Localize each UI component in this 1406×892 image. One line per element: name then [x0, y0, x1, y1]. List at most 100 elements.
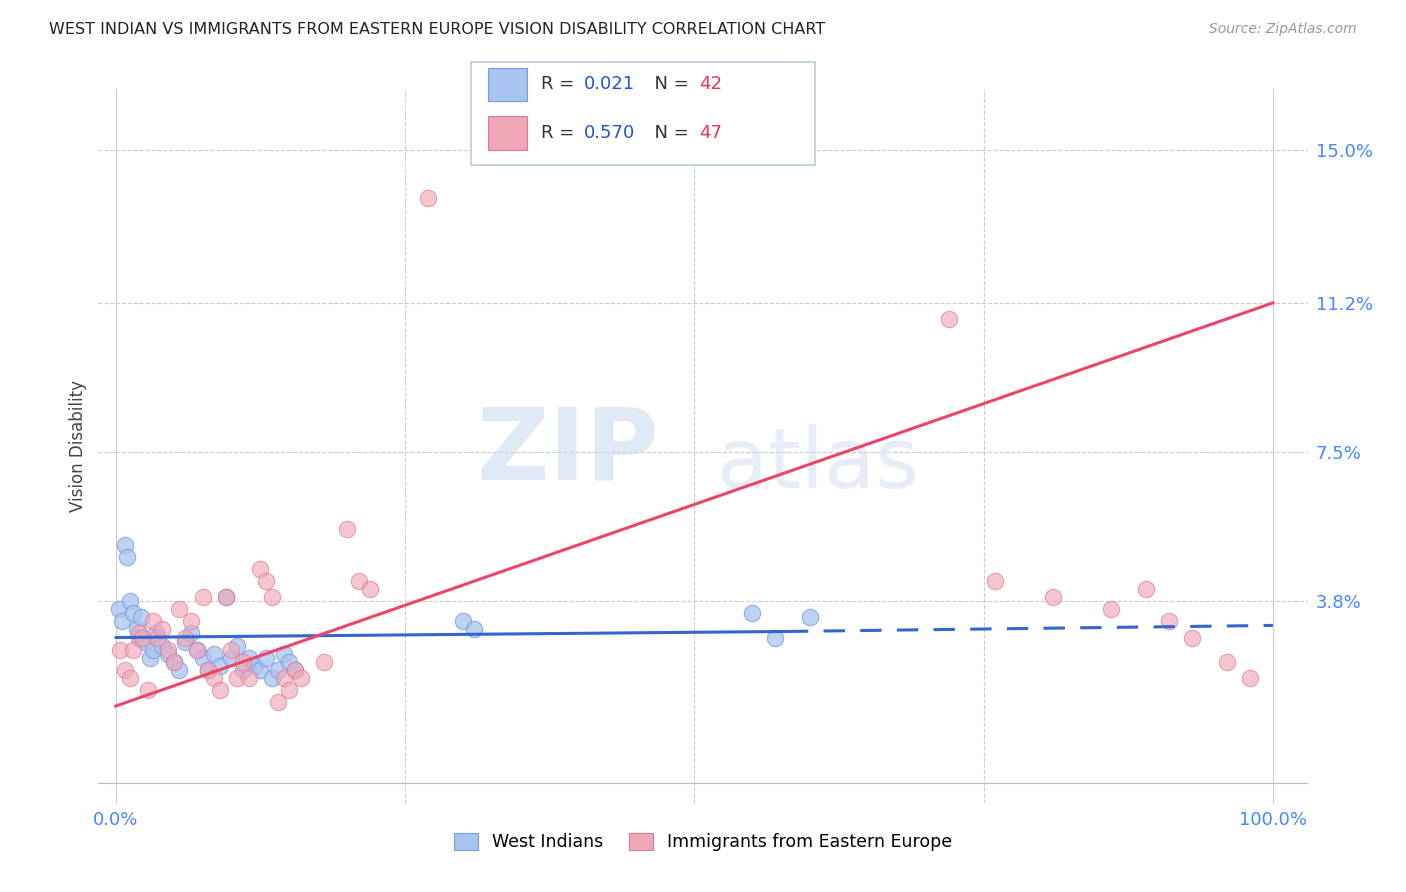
Point	[180, 615, 202, 629]
Point	[254, 650, 277, 665]
Point	[273, 671, 295, 685]
Point	[150, 623, 173, 637]
Point	[117, 549, 139, 564]
Point	[122, 607, 145, 621]
Point	[1181, 631, 1204, 645]
Point	[108, 602, 131, 616]
Point	[984, 574, 1007, 588]
Point	[463, 623, 485, 637]
Point	[215, 590, 238, 604]
Point	[273, 647, 295, 661]
Text: 0.570: 0.570	[583, 124, 634, 142]
Point	[134, 634, 156, 648]
Point	[131, 631, 153, 645]
Point	[221, 642, 243, 657]
Point	[162, 655, 184, 669]
Point	[110, 615, 132, 629]
Point	[741, 607, 763, 621]
Text: 42: 42	[699, 76, 721, 94]
Legend: West Indians, Immigrants from Eastern Europe: West Indians, Immigrants from Eastern Eu…	[447, 826, 959, 858]
Point	[122, 642, 145, 657]
Text: WEST INDIAN VS IMMIGRANTS FROM EASTERN EUROPE VISION DISABILITY CORRELATION CHAR: WEST INDIAN VS IMMIGRANTS FROM EASTERN E…	[49, 22, 825, 37]
Y-axis label: Vision Disability: Vision Disability	[69, 380, 87, 512]
Point	[238, 650, 260, 665]
Point	[208, 658, 231, 673]
Point	[260, 590, 283, 604]
Point	[191, 590, 214, 604]
Point	[1215, 655, 1237, 669]
Point	[114, 663, 136, 677]
Point	[312, 655, 335, 669]
Point	[128, 626, 150, 640]
Point	[156, 647, 179, 661]
Point	[118, 671, 141, 685]
Point	[125, 623, 148, 637]
Point	[284, 663, 307, 677]
Point	[156, 642, 179, 657]
Point	[359, 582, 381, 596]
Text: 0.021: 0.021	[583, 76, 634, 94]
Point	[938, 312, 960, 326]
Point	[221, 650, 243, 665]
Point	[232, 663, 254, 677]
Point	[1157, 615, 1180, 629]
Point	[347, 574, 370, 588]
Text: ZIP: ZIP	[477, 403, 659, 500]
Point	[238, 671, 260, 685]
Point	[174, 634, 197, 648]
Point	[1099, 602, 1122, 616]
Point	[197, 663, 219, 677]
Point	[418, 191, 440, 205]
Point	[215, 590, 238, 604]
Point	[202, 647, 225, 661]
Text: Source: ZipAtlas.com: Source: ZipAtlas.com	[1209, 22, 1357, 37]
Point	[1135, 582, 1157, 596]
Point	[249, 663, 271, 677]
Point	[162, 655, 184, 669]
Point	[226, 639, 249, 653]
Point	[284, 663, 307, 677]
Point	[146, 631, 169, 645]
Point	[1239, 671, 1261, 685]
Text: R =: R =	[541, 124, 581, 142]
Point	[118, 594, 141, 608]
Text: R =: R =	[541, 76, 581, 94]
Point	[139, 650, 162, 665]
Point	[169, 663, 191, 677]
Point	[243, 658, 266, 673]
Text: 47: 47	[699, 124, 721, 142]
Point	[232, 655, 254, 669]
Point	[254, 574, 277, 588]
Point	[197, 663, 219, 677]
Point	[129, 610, 152, 624]
Point	[142, 615, 165, 629]
Point	[1042, 590, 1064, 604]
Point	[136, 682, 159, 697]
Point	[202, 671, 225, 685]
Point	[191, 650, 214, 665]
Point	[799, 610, 821, 624]
Point	[128, 631, 150, 645]
Point	[267, 695, 290, 709]
Point	[451, 615, 474, 629]
Text: atlas: atlas	[717, 424, 920, 505]
Point	[278, 655, 301, 669]
Point	[150, 639, 173, 653]
Point	[186, 642, 208, 657]
Point	[180, 626, 202, 640]
Point	[110, 642, 132, 657]
Point	[142, 642, 165, 657]
Point	[174, 631, 197, 645]
Point	[267, 663, 290, 677]
Point	[145, 626, 167, 640]
Point	[226, 671, 249, 685]
Point	[336, 522, 359, 536]
Point	[260, 671, 283, 685]
Point	[763, 631, 786, 645]
Text: N =: N =	[643, 124, 695, 142]
Point	[169, 602, 191, 616]
Point	[114, 538, 136, 552]
Point	[290, 671, 312, 685]
Point	[278, 682, 301, 697]
Point	[208, 682, 231, 697]
